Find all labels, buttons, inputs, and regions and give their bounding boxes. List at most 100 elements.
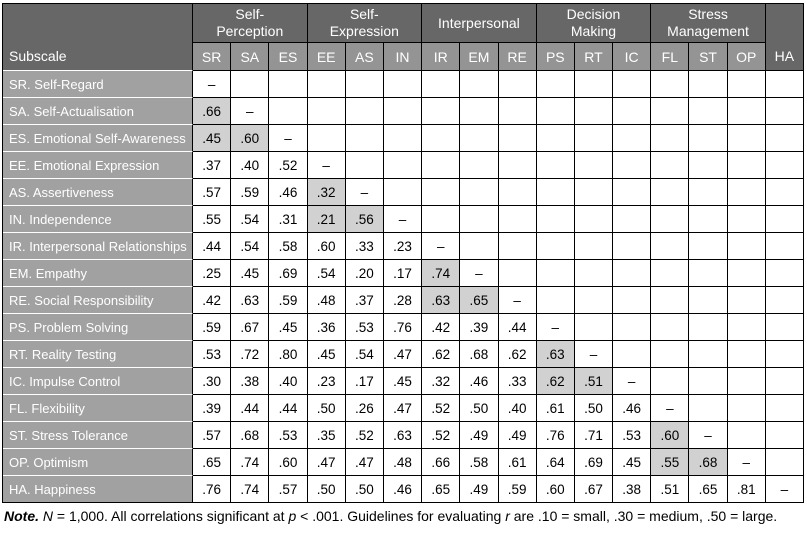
cell-sa-fl — [651, 98, 690, 125]
cell-ee-ic — [613, 152, 652, 179]
cell-rt-sa: .72 — [231, 341, 270, 368]
cell-ps-in: .76 — [383, 314, 423, 341]
row-label-em: EM. Empathy — [3, 260, 193, 287]
note-segment-2: N — [42, 508, 54, 524]
cell-ir-ha — [765, 233, 804, 260]
cell-sr-es — [269, 71, 308, 98]
cell-re-re: – — [498, 287, 537, 314]
cell-em-rt — [574, 260, 614, 287]
cell-ic-ha — [765, 368, 804, 395]
cell-re-sr: .42 — [193, 287, 232, 314]
row-label-sr: SR. Self-Regard — [3, 71, 193, 98]
cell-fl-ps: .61 — [536, 395, 575, 422]
cell-es-rt — [574, 125, 614, 152]
cell-in-st — [689, 206, 728, 233]
cell-es-ps — [536, 125, 575, 152]
table-note: Note. N = 1,000. All correlations signif… — [4, 507, 792, 525]
cell-ir-st — [689, 233, 728, 260]
table-row-in: IN. Independence .55.54.31.21.56– — [3, 206, 804, 233]
cell-ee-em — [460, 152, 499, 179]
cell-es-fl — [651, 125, 690, 152]
cell-op-st: .68 — [689, 449, 728, 476]
cell-ir-ps — [536, 233, 575, 260]
column-header-ha: HA — [765, 4, 804, 71]
cell-sr-re — [498, 71, 537, 98]
cell-re-ps — [536, 287, 575, 314]
column-header-op: OP — [727, 43, 766, 71]
cell-fl-ir: .52 — [422, 395, 461, 422]
cell-ee-es: .52 — [269, 152, 308, 179]
cell-st-as: .52 — [345, 422, 384, 449]
cell-em-es: .69 — [269, 260, 308, 287]
group-header-self-expression: Self- Expression — [307, 4, 423, 43]
table-row-ee: EE. Emotional Expression .37.40.52– — [3, 152, 804, 179]
cell-sr-ee — [307, 71, 346, 98]
cell-sa-ic — [613, 98, 652, 125]
row-label-rt: RT. Reality Testing — [3, 341, 193, 368]
cell-ps-ha — [765, 314, 804, 341]
cell-sa-in — [383, 98, 423, 125]
cell-sr-sa — [231, 71, 270, 98]
cell-st-ic: .53 — [613, 422, 652, 449]
cell-fl-ha — [765, 395, 804, 422]
column-header-sa: SA — [231, 43, 270, 71]
cell-ps-ir: .42 — [422, 314, 461, 341]
cell-in-ic — [613, 206, 652, 233]
cell-em-sr: .25 — [193, 260, 232, 287]
cell-ic-rt: .51 — [574, 368, 614, 395]
row-label-ic: IC. Impulse Control — [3, 368, 193, 395]
cell-re-es: .59 — [269, 287, 308, 314]
group-header-self-perception: Self- Perception — [193, 4, 308, 43]
cell-re-ic — [613, 287, 652, 314]
cell-ps-em: .39 — [460, 314, 499, 341]
cell-ps-ee: .36 — [307, 314, 346, 341]
note-segment-4: p — [288, 508, 297, 524]
row-label-in: IN. Independence — [3, 206, 193, 233]
cell-sr-ic — [613, 71, 652, 98]
cell-sa-st — [689, 98, 728, 125]
cell-ir-as: .33 — [345, 233, 384, 260]
cell-ha-op: .81 — [727, 476, 766, 503]
cell-sa-ps — [536, 98, 575, 125]
cell-rt-sr: .53 — [193, 341, 232, 368]
cell-es-ha — [765, 125, 804, 152]
cell-sr-em — [460, 71, 499, 98]
cell-sa-ha — [765, 98, 804, 125]
cell-in-ps — [536, 206, 575, 233]
cell-em-re — [498, 260, 537, 287]
cell-rt-es: .80 — [269, 341, 308, 368]
cell-ee-rt — [574, 152, 614, 179]
cell-re-op — [727, 287, 766, 314]
cell-st-sa: .68 — [231, 422, 270, 449]
cell-op-ic: .45 — [613, 449, 652, 476]
cell-ha-fl: .51 — [651, 476, 690, 503]
cell-op-in: .48 — [383, 449, 423, 476]
cell-as-ha — [765, 179, 804, 206]
table-row-st: ST. Stress Tolerance .57.68.53.35.52.63.5… — [3, 422, 804, 449]
cell-sr-sr: – — [193, 71, 232, 98]
cell-as-re — [498, 179, 537, 206]
cell-re-sa: .63 — [231, 287, 270, 314]
cell-ha-rt: .67 — [574, 476, 614, 503]
cell-sa-sr: .66 — [193, 98, 232, 125]
cell-ps-op — [727, 314, 766, 341]
cell-in-fl — [651, 206, 690, 233]
cell-ha-re: .59 — [498, 476, 537, 503]
cell-st-st: – — [689, 422, 728, 449]
cell-fl-st — [689, 395, 728, 422]
cell-as-ir — [422, 179, 461, 206]
cell-st-ir: .52 — [422, 422, 461, 449]
cell-rt-ha — [765, 341, 804, 368]
cell-as-em — [460, 179, 499, 206]
cell-ic-re: .33 — [498, 368, 537, 395]
cell-rt-fl — [651, 341, 690, 368]
cell-in-sr: .55 — [193, 206, 232, 233]
cell-em-ir: .74 — [422, 260, 461, 287]
row-label-ha: HA. Happiness — [3, 476, 193, 503]
cell-op-re: .61 — [498, 449, 537, 476]
cell-ir-sa: .54 — [231, 233, 270, 260]
table-row-sr: SR. Self-Regard – — [3, 71, 804, 98]
cell-es-ic — [613, 125, 652, 152]
cell-re-rt — [574, 287, 614, 314]
cell-rt-rt: – — [574, 341, 614, 368]
